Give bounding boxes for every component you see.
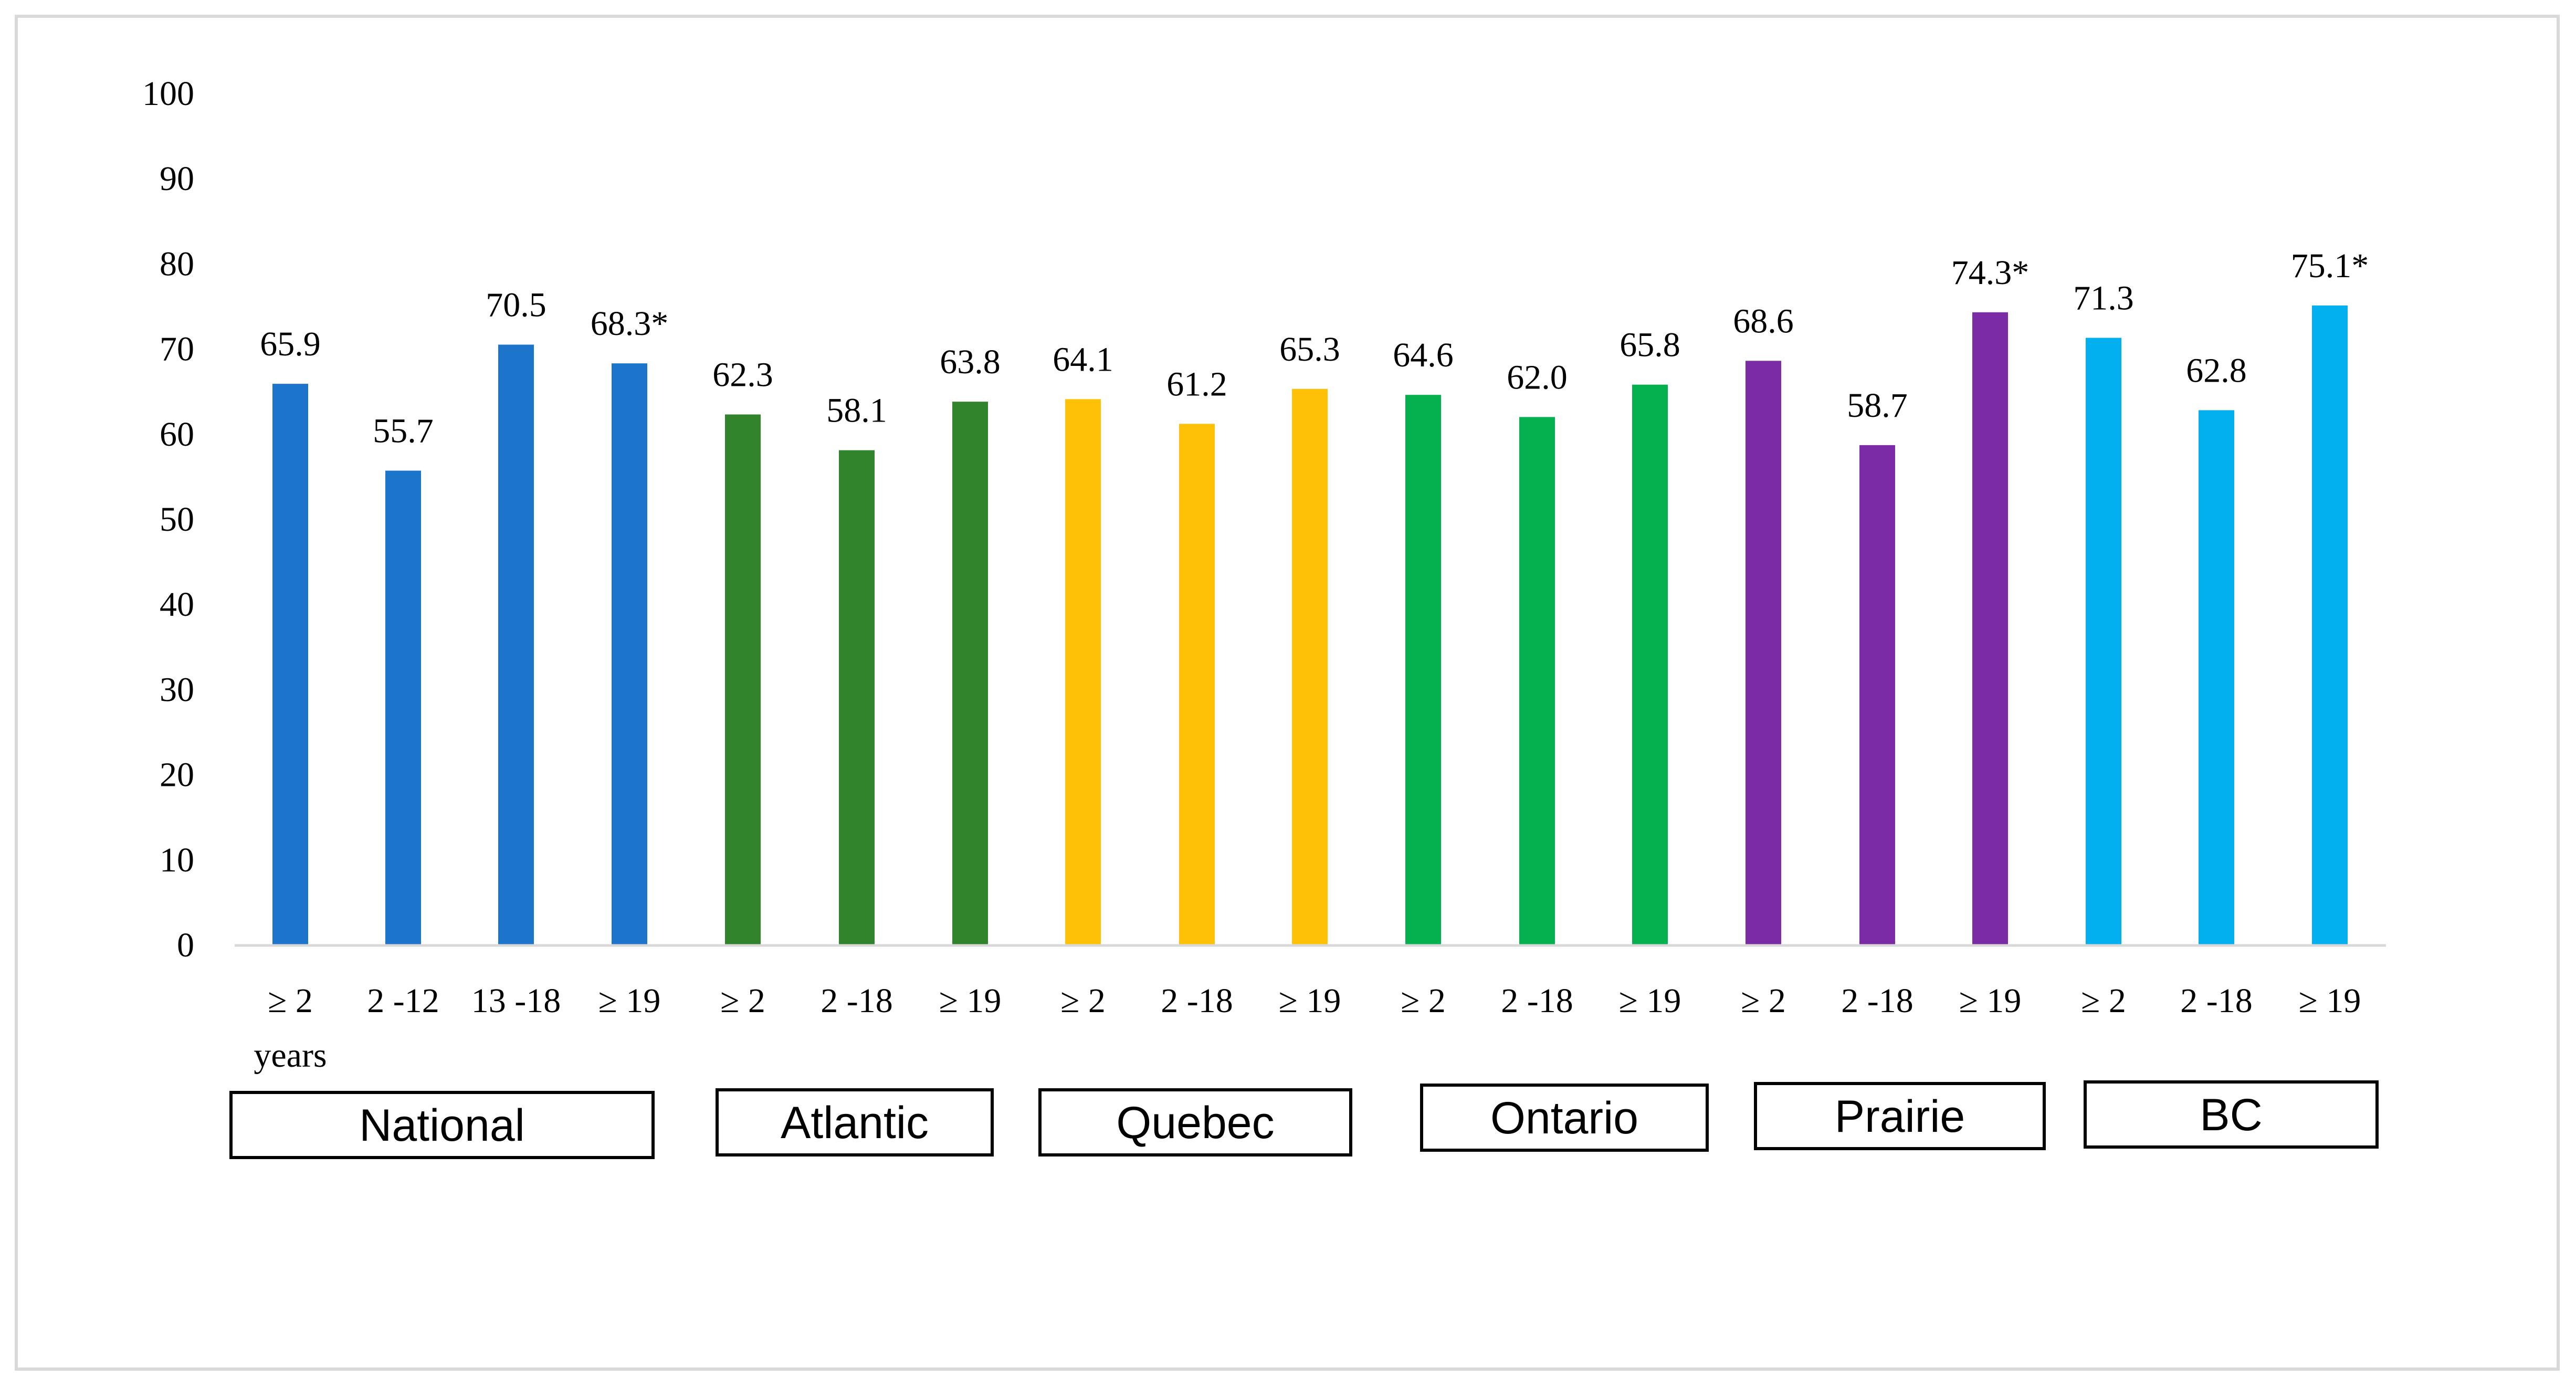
bar-atlantic-1: [725, 414, 761, 945]
bar-quebec-3: [1292, 388, 1328, 945]
x-tick-label: ≥ 19: [939, 982, 1002, 1020]
region-box: [716, 1088, 994, 1156]
bar-national-3: [498, 344, 534, 945]
bar-ontario-1: [1405, 395, 1441, 945]
x-tick-label: 2 -12: [367, 982, 439, 1020]
data-label: 58.7: [1847, 386, 1908, 425]
data-label: 62.3: [712, 355, 773, 394]
x-tick-label: ≥ 19: [1959, 982, 2022, 1020]
data-label: 55.7: [373, 412, 434, 450]
bars: [272, 305, 2348, 945]
region-name: Quebec: [1116, 1098, 1274, 1148]
bar-quebec-1: [1065, 399, 1101, 945]
bar-atlantic-2: [839, 450, 875, 945]
x-tick-label: 13 -18: [471, 982, 561, 1020]
x-tick-label: ≥ 19: [1279, 982, 1341, 1020]
x-unit-note: years: [254, 1036, 327, 1075]
region-box: [1420, 1084, 1709, 1152]
region-name: Ontario: [1490, 1093, 1638, 1143]
region-name: National: [359, 1100, 525, 1151]
region-box: [229, 1091, 655, 1159]
region-labels: National Atlantic Quebec Ontario Prairie BC: [229, 1080, 2379, 1159]
region-label-atlantic: Atlantic: [716, 1088, 994, 1156]
bar-bc-2: [2199, 410, 2234, 945]
bar-prairie-1: [1746, 361, 1781, 945]
data-label: 62.8: [2186, 351, 2247, 390]
region-box: [1754, 1082, 2046, 1150]
bar-chart: 0 10 20 30 40 50 60 70 80 90 100 65.9 55.7 70.5 68.3*…: [142, 75, 2386, 1159]
x-tick-label: ≥ 2: [1741, 982, 1786, 1020]
x-tick-label: 2 -18: [1161, 982, 1233, 1020]
x-tick-label: 2 -18: [1501, 982, 1573, 1020]
bar-quebec-2: [1179, 424, 1215, 945]
y-tick-label: 80: [160, 245, 194, 283]
x-tick-label: ≥ 2: [268, 982, 313, 1020]
x-axis: ≥ 2 2 -12 13 -18 ≥ 19 ≥ 2 2 -18 ≥ 19 ≥ 2 2 -18 ≥ …: [235, 944, 2386, 1075]
x-tick-label: 2 -18: [1841, 982, 1913, 1020]
bar-ontario-3: [1632, 384, 1668, 945]
region-label-quebec: Quebec: [1038, 1088, 1352, 1156]
bar-national-4: [612, 363, 647, 945]
data-label: 64.1: [1053, 340, 1113, 378]
x-tick-label: ≥ 2: [1401, 982, 1446, 1020]
region-name: Atlantic: [781, 1098, 929, 1148]
data-labels: 65.9 55.7 70.5 68.3* 62.3 58.1 63.8 64.1 61.2 65.…: [260, 247, 2369, 450]
region-box: [1038, 1088, 1352, 1156]
bar-ontario-2: [1519, 417, 1555, 945]
y-axis: 0 10 20 30 40 50 60 70 80 90 100: [142, 75, 194, 964]
region-name: Prairie: [1835, 1091, 1965, 1142]
x-tick-label: ≥ 19: [2299, 982, 2361, 1020]
y-tick-label: 20: [160, 756, 194, 794]
y-tick-label: 70: [160, 330, 194, 369]
y-tick-label: 90: [160, 160, 194, 198]
y-tick-label: 50: [160, 500, 194, 539]
bar-atlantic-3: [952, 402, 988, 945]
region-label-ontario: Ontario: [1420, 1084, 1709, 1152]
bar-national-2: [385, 470, 421, 945]
data-label: 71.3: [2073, 279, 2134, 318]
x-tick-label: 2 -18: [821, 982, 892, 1020]
region-box: [2084, 1080, 2379, 1149]
y-tick-label: 100: [142, 75, 194, 113]
region-name: BC: [2200, 1090, 2262, 1140]
y-tick-label: 30: [160, 670, 194, 709]
y-tick-label: 10: [160, 841, 194, 879]
y-tick-label: 60: [160, 415, 194, 454]
data-label: 65.8: [1620, 326, 1680, 364]
region-label-national: National: [229, 1091, 655, 1159]
y-tick-label: 0: [177, 926, 194, 964]
region-label-prairie: Prairie: [1754, 1082, 2046, 1150]
data-label: 65.3: [1279, 330, 1340, 369]
bar-national-1: [272, 384, 308, 945]
region-label-bc: BC: [2084, 1080, 2379, 1149]
data-label: 74.3*: [1951, 254, 2030, 292]
data-label: 70.5: [486, 286, 546, 324]
x-tick-label: ≥ 19: [598, 982, 661, 1020]
data-label: 75.1*: [2291, 247, 2369, 285]
bar-bc-3: [2312, 305, 2348, 945]
data-label: 64.6: [1393, 336, 1454, 374]
x-tick-label: ≥ 19: [1619, 982, 1681, 1020]
data-label: 68.6: [1733, 302, 1794, 340]
x-tick-label: ≥ 2: [2081, 982, 2126, 1020]
data-label: 61.2: [1166, 365, 1227, 403]
x-tick-label: ≥ 2: [720, 982, 765, 1020]
data-label: 63.8: [940, 343, 1001, 381]
data-label: 65.9: [260, 325, 321, 363]
bar-prairie-2: [1859, 445, 1895, 945]
bar-bc-1: [2086, 338, 2121, 945]
data-label: 58.1: [826, 392, 887, 430]
data-label: 62.0: [1507, 358, 1568, 396]
bar-prairie-3: [1972, 312, 2008, 945]
chart-frame: 0 10 20 30 40 50 60 70 80 90 100 65.9 55.7 70.5 68.3*…: [15, 15, 2560, 1371]
y-tick-label: 40: [160, 585, 194, 624]
data-label: 68.3*: [591, 304, 669, 343]
x-tick-label: 2 -18: [2180, 982, 2252, 1020]
x-tick-label: ≥ 2: [1060, 982, 1106, 1020]
